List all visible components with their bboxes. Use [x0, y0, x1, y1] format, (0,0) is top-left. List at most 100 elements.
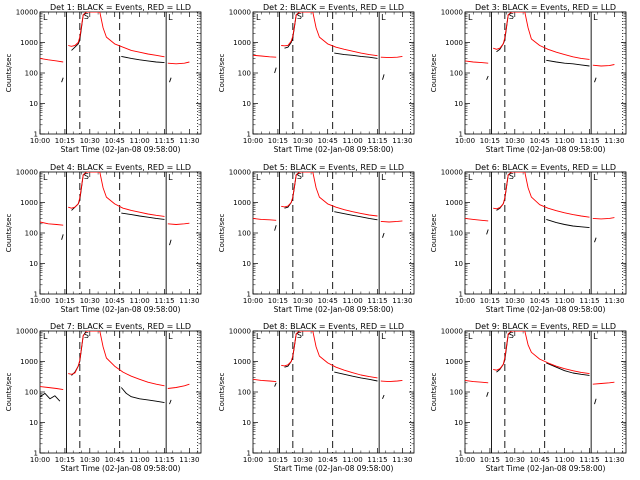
y-tick-label: 100	[450, 70, 463, 78]
x-axis-label: Start Time (02-Jan-08 09:58:00)	[486, 145, 606, 154]
panel-det-1: Det 1: BLACK = Events, RED = LLD 1 10 100 10…	[5, 3, 202, 154]
x-axis-label: Start Time (02-Jan-08 09:58:00)	[61, 145, 181, 154]
y-tick-label: 10	[242, 419, 251, 427]
x-tick-label: 10:30	[293, 137, 313, 145]
saa-marker-label: S	[297, 172, 302, 181]
y-tick-label: 1000	[233, 358, 251, 366]
y-tick-label: 1	[247, 450, 251, 458]
series-group	[465, 331, 615, 405]
y-tick-label: 10000	[229, 169, 251, 177]
plot-frame	[39, 330, 202, 454]
series-group	[465, 172, 615, 243]
y-tick-label: 10	[454, 100, 463, 108]
y-tick-label: 1000	[20, 199, 38, 207]
x-tick-label: 11:30	[392, 456, 412, 464]
x-tick-label: 10:00	[243, 137, 263, 145]
x-tick-label: 11:00	[342, 456, 362, 464]
corner-label-right: L	[168, 13, 173, 22]
y-tick-label: 10	[29, 419, 38, 427]
x-axis-label: Start Time (02-Jan-08 09:58:00)	[61, 464, 181, 473]
y-tick-label: 10	[242, 100, 251, 108]
x-tick-label: 10:00	[455, 297, 475, 305]
lld-series-line	[493, 172, 590, 218]
y-axis-label: Counts/sec	[218, 54, 226, 93]
x-tick-label: 11:15	[579, 297, 599, 305]
x-tick-label: 11:30	[604, 456, 624, 464]
x-tick-label: 11:30	[392, 137, 412, 145]
y-tick-label: 1	[247, 291, 251, 299]
corner-label-left: L	[256, 332, 261, 341]
panel-det-7: Det 7: BLACK = Events, RED = LLD 1 10 100 10…	[5, 322, 202, 473]
lld-series-line	[167, 222, 190, 225]
corner-label-left: L	[256, 13, 261, 22]
lld-series-line	[281, 331, 378, 379]
x-tick-label: 10:30	[80, 297, 100, 305]
lld-series-line	[40, 221, 64, 226]
series-group	[253, 172, 403, 238]
corner-label-right: L	[593, 332, 598, 341]
corner-label-right: L	[381, 332, 386, 341]
y-tick-label: 10000	[229, 328, 251, 336]
corner-label-left: L	[468, 332, 473, 341]
series-group	[40, 172, 190, 246]
x-tick-label: 10:30	[293, 297, 313, 305]
x-axis-label: Start Time (02-Jan-08 09:58:00)	[274, 464, 394, 473]
y-axis-label: Counts/sec	[5, 214, 13, 253]
plot-frame	[39, 171, 202, 295]
panel-det-3: Det 3: BLACK = Events, RED = LLD 1 10 100 10…	[430, 3, 627, 154]
series-group	[40, 12, 190, 83]
panel-det-6: Det 6: BLACK = Events, RED = LLD 1 10 100 10…	[430, 163, 627, 314]
x-tick-label: 10:30	[80, 456, 100, 464]
y-tick-label: 10000	[441, 328, 463, 336]
x-tick-label: 11:30	[179, 137, 199, 145]
y-tick-label: 10000	[16, 169, 38, 177]
x-tick-label: 10:00	[455, 137, 475, 145]
panel-title: Det 4: BLACK = Events, RED = LLD	[50, 163, 191, 172]
x-tick-label: 10:15	[268, 297, 288, 305]
y-tick-label: 10000	[229, 9, 251, 17]
x-tick-label: 10:15	[268, 137, 288, 145]
corner-label-left: L	[468, 173, 473, 182]
panel-det-5: Det 5: BLACK = Events, RED = LLD 1 10 100 10…	[218, 163, 415, 314]
x-tick-label: 11:15	[579, 456, 599, 464]
lld-series-line	[68, 12, 165, 58]
y-axis-label: Counts/sec	[218, 373, 226, 412]
events-series-line	[169, 77, 172, 83]
y-tick-label: 1	[247, 131, 251, 139]
lld-series-line	[380, 379, 403, 383]
x-tick-label: 10:00	[243, 297, 263, 305]
y-tick-label: 1	[34, 131, 38, 139]
lld-series-line	[592, 217, 615, 220]
x-tick-label: 10:45	[318, 456, 338, 464]
events-series-line	[334, 371, 378, 382]
panel-det-2: Det 2: BLACK = Events, RED = LLD 1 10 100 10…	[218, 3, 415, 154]
panel-title: Det 8: BLACK = Events, RED = LLD	[263, 322, 404, 331]
lld-series-line	[40, 386, 64, 391]
events-series-line	[40, 392, 61, 402]
y-tick-label: 100	[238, 70, 251, 78]
panel-title: Det 5: BLACK = Events, RED = LLD	[263, 163, 404, 172]
corner-label-left: L	[468, 13, 473, 22]
corner-label-right: L	[381, 13, 386, 22]
plot-frame	[39, 11, 202, 135]
x-tick-label: 10:30	[293, 456, 313, 464]
x-tick-label: 11:30	[179, 456, 199, 464]
x-tick-label: 10:15	[480, 297, 500, 305]
y-tick-label: 1	[34, 450, 38, 458]
lld-series-line	[253, 378, 277, 383]
y-tick-label: 100	[450, 230, 463, 238]
events-series-line	[274, 225, 277, 231]
panel-det-4: Det 4: BLACK = Events, RED = LLD 1 10 100 10…	[5, 163, 202, 314]
x-axis-label: Start Time (02-Jan-08 09:58:00)	[486, 305, 606, 314]
y-tick-label: 10000	[16, 328, 38, 336]
x-tick-label: 10:30	[80, 137, 100, 145]
x-tick-label: 10:45	[530, 137, 550, 145]
lld-series-line	[253, 217, 277, 221]
x-tick-label: 11:00	[342, 137, 362, 145]
saa-marker-label: S	[297, 12, 302, 21]
corner-label-left: L	[43, 173, 48, 182]
plot-frame	[252, 330, 415, 454]
panel-title: Det 6: BLACK = Events, RED = LLD	[475, 163, 616, 172]
x-tick-label: 11:00	[129, 137, 149, 145]
panel-title: Det 1: BLACK = Events, RED = LLD	[50, 3, 191, 12]
